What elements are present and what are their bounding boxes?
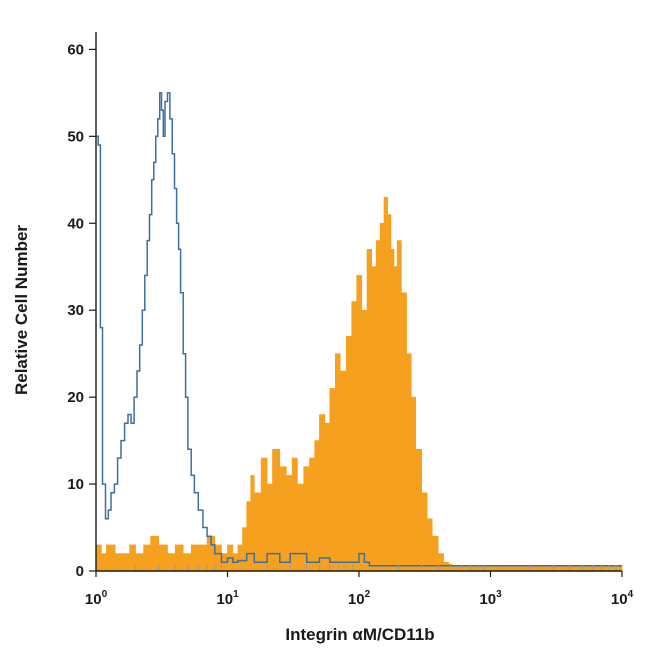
y-tick-label: 20 [67, 389, 84, 406]
x-axis-title: Integrin αM/CD11b [285, 625, 434, 644]
x-tick-label: 103 [479, 589, 502, 608]
series-layer [95, 92, 623, 572]
y-axis-title: Relative Cell Number [12, 225, 31, 395]
y-tick-label: 60 [67, 41, 84, 58]
x-tick-label: 100 [85, 589, 108, 608]
x-tick-label: 101 [216, 589, 239, 608]
x-tick-label: 102 [348, 589, 371, 608]
x-tick-label: 104 [611, 589, 634, 608]
y-tick-label: 10 [67, 476, 84, 493]
y-tick-label: 0 [76, 563, 84, 580]
y-tick-label: 50 [67, 128, 84, 145]
y-tick-label: 30 [67, 302, 84, 319]
series-0-filled-histogram [95, 196, 623, 572]
tick-layer: 100 101 102 103 104 0 10 20 30 40 50 60 [67, 41, 633, 608]
series-1-outline-histogram [96, 92, 622, 567]
y-tick-label: 40 [67, 215, 84, 232]
minor-ticks [135, 565, 617, 571]
